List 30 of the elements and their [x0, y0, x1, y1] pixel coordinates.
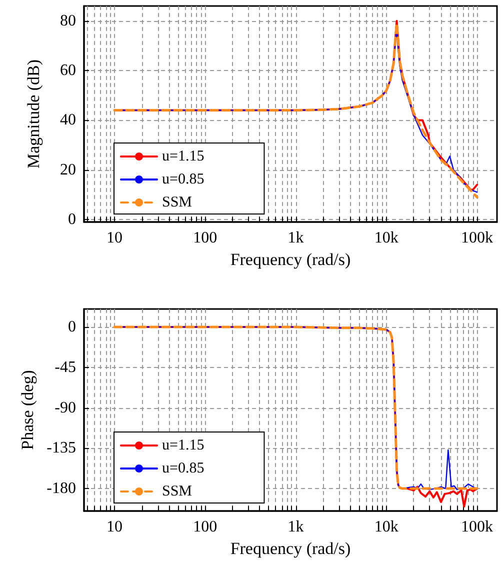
x-axis-title: Frequency (rad/s)	[230, 250, 351, 269]
x-tick-label: 100k	[461, 230, 494, 246]
x-axis-title: Frequency (rad/s)	[230, 538, 351, 558]
y-tick-label: 0	[68, 318, 76, 336]
x-tick-label: 100k	[461, 518, 494, 536]
y-tick-label: 0	[68, 211, 76, 228]
x-tick-label: 10	[106, 518, 123, 536]
y-tick-label: -90	[54, 399, 76, 416]
legend-label: SSM	[162, 484, 192, 500]
x-tick-label: 100	[193, 518, 218, 536]
x-tick-label: 1k	[288, 518, 304, 536]
legend-label: SSM	[162, 194, 192, 210]
legend-label: u=1.15	[162, 148, 204, 164]
x-tick-label: 1k	[288, 230, 304, 246]
y-tick-label: 80	[60, 12, 76, 30]
y-axis-title: Magnitude (dB)	[24, 59, 43, 169]
legend-label: u=0.85	[162, 460, 204, 476]
y-tick-label: 20	[60, 161, 76, 178]
y-tick-label: 40	[60, 112, 76, 129]
y-tick-label: -135	[46, 440, 76, 457]
y-axis-title: Phase (deg)	[18, 370, 37, 450]
x-tick-label: 10k	[374, 230, 398, 246]
y-tick-label: 60	[60, 62, 76, 80]
x-tick-label: 10k	[374, 518, 398, 536]
y-tick-label: -180	[46, 480, 76, 498]
y-tick-label: -45	[54, 358, 76, 376]
legend-label: u=0.85	[162, 172, 204, 188]
x-tick-label: 10	[106, 230, 123, 246]
x-tick-label: 100	[193, 230, 218, 246]
legend-label: u=1.15	[162, 438, 204, 454]
